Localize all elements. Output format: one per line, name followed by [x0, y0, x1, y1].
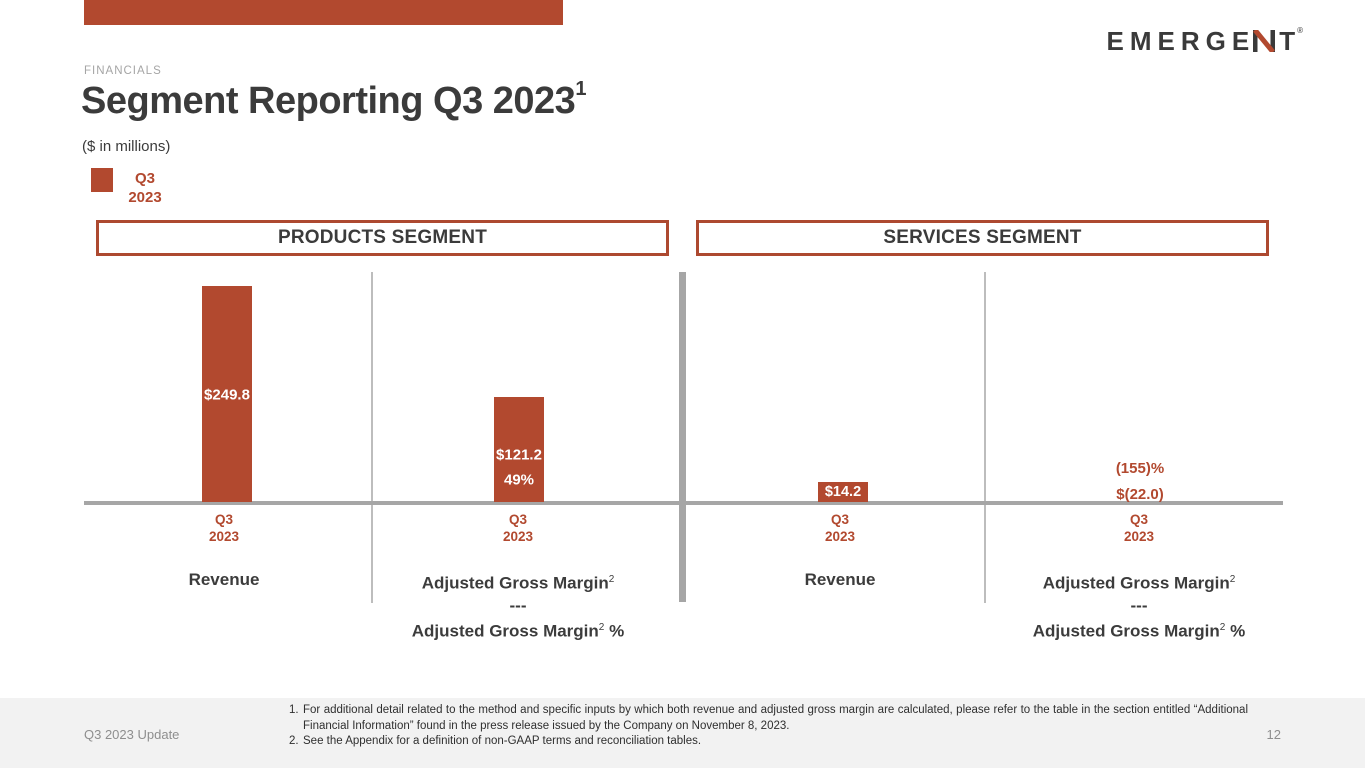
products-agm-percent-label: 49%: [503, 471, 535, 489]
footer-update-label: Q3 2023 Update: [84, 727, 180, 742]
agm-label-line1: Adjusted Gross Margin: [1042, 573, 1230, 593]
page-title: Segment Reporting Q3 20231: [81, 78, 586, 123]
page-title-text: Segment Reporting Q3 2023: [81, 80, 576, 122]
legend-label: Q3 2023: [112, 169, 178, 207]
products-revenue-value-label: $249.8: [204, 386, 250, 404]
footnote-2: 2. See the Appendix for a definition of …: [289, 734, 1248, 750]
agm-label-line2: Adjusted Gross Margin: [411, 621, 599, 641]
registered-trademark-icon: ®: [1297, 26, 1303, 35]
tick-line1: Q3: [1129, 512, 1148, 527]
legend-line2: 2023: [128, 189, 162, 206]
agm-separator: ---: [509, 595, 527, 615]
products-agm-value-label: $121.2: [496, 446, 542, 464]
services-revenue-category-label: Revenue: [804, 570, 876, 589]
agm-footnote-ref: 2: [608, 574, 615, 585]
tick-line2: 2023: [1123, 529, 1155, 544]
legend-swatch: [91, 168, 113, 192]
footnote-1-text: For additional detail related to the met…: [303, 704, 1248, 732]
services-revenue-bar: $14.2: [818, 482, 868, 502]
services-agm-percent-label: (155)%: [1115, 460, 1165, 477]
products-segment-header: PRODUCTS SEGMENT: [96, 220, 669, 256]
x-axis-line: [84, 501, 1283, 505]
tick-line2: 2023: [208, 529, 240, 544]
top-accent-bar: [84, 0, 563, 25]
services-agm-category-label: Adjusted Gross Margin2 --- Adjusted Gros…: [979, 569, 1299, 642]
products-chart-divider: [371, 272, 373, 603]
footnote-2-text: See the Appendix for a definition of non…: [303, 735, 702, 747]
products-revenue-category-label: Revenue: [188, 570, 260, 589]
agm-footnote-ref: 2: [598, 621, 605, 633]
units-note: ($ in millions): [82, 138, 171, 155]
services-chart-divider: [984, 272, 986, 603]
legend-line1: Q3: [134, 170, 155, 187]
logo-text-after-n: T: [1279, 26, 1302, 56]
services-revenue-tick-label: Q3 2023: [730, 511, 950, 545]
products-adjusted-gross-margin-bar: $121.2 49%: [494, 397, 544, 502]
services-agm-negative-labels: (155)% $(22.0): [1030, 460, 1250, 503]
agm-label-line1: Adjusted Gross Margin: [421, 573, 609, 593]
footnote-1-number: 1.: [289, 704, 299, 716]
agm-label-line2: Adjusted Gross Margin: [1032, 621, 1220, 641]
agm-footnote-ref: 2: [1219, 621, 1226, 633]
footnote-2-number: 2.: [289, 735, 299, 747]
footnote-1: 1. For additional detail related to the …: [289, 703, 1248, 734]
products-revenue-bar: $249.8: [202, 286, 252, 502]
page-number: 12: [1266, 727, 1281, 742]
tick-line2: 2023: [502, 529, 534, 544]
logo-text-before-n: EMERGE: [1106, 26, 1256, 56]
services-revenue-value-label: $14.2: [824, 484, 862, 500]
agm-percent-suffix: %: [609, 621, 625, 641]
tick-line1: Q3: [508, 512, 527, 527]
tick-line1: Q3: [214, 512, 233, 527]
footnotes: 1. For additional detail related to the …: [289, 703, 1248, 750]
logo-n-glyph-icon: [1253, 28, 1276, 54]
agm-separator: ---: [1130, 595, 1148, 615]
services-agm-value-label: $(22.0): [1116, 486, 1164, 503]
tick-line1: Q3: [830, 512, 849, 527]
title-footnote-ref: 1: [575, 78, 586, 101]
footer-band: [0, 698, 1365, 768]
section-eyebrow: FINANCIALS: [84, 65, 162, 77]
products-agm-category-label: Adjusted Gross Margin2 --- Adjusted Gros…: [358, 569, 678, 642]
products-agm-tick-label: Q3 2023: [408, 511, 628, 545]
agm-percent-suffix: %: [1230, 621, 1246, 641]
emergent-logo: EMERGE T ®: [1107, 26, 1303, 57]
segment-divider: [679, 272, 686, 602]
products-revenue-tick-label: Q3 2023: [114, 511, 334, 545]
agm-footnote-ref: 2: [1229, 574, 1236, 585]
tick-line2: 2023: [824, 529, 856, 544]
services-agm-tick-label: Q3 2023: [1029, 511, 1249, 545]
services-segment-header: SERVICES SEGMENT: [696, 220, 1269, 256]
